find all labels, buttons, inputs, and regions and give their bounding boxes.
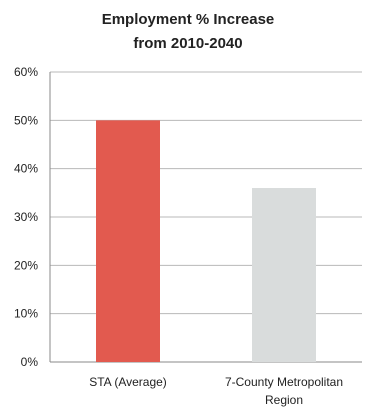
y-tick-label: 60% [14, 65, 38, 79]
bar-2 [252, 188, 316, 362]
bar-1 [96, 120, 160, 362]
y-tick-label: 0% [21, 355, 39, 369]
chart-title-line-1: Employment % Increase [102, 11, 275, 28]
x-category-label: STA (Average) [89, 375, 167, 389]
y-tick-label: 30% [14, 210, 38, 224]
y-tick-label: 10% [14, 307, 38, 321]
y-tick-label: 20% [14, 258, 38, 272]
y-tick-label: 50% [14, 113, 38, 127]
chart-title-line-2: from 2010-2040 [133, 35, 242, 52]
bars [96, 120, 316, 362]
x-category-labels: STA (Average) 7-County Metropolitan Region [89, 375, 343, 407]
x-category-label: Region [265, 393, 303, 407]
x-category-label: 7-County Metropolitan [225, 375, 343, 389]
y-tick-labels: 0% 10% 20% 30% 40% 50% 60% [14, 65, 38, 369]
y-tick-label: 40% [14, 162, 38, 176]
